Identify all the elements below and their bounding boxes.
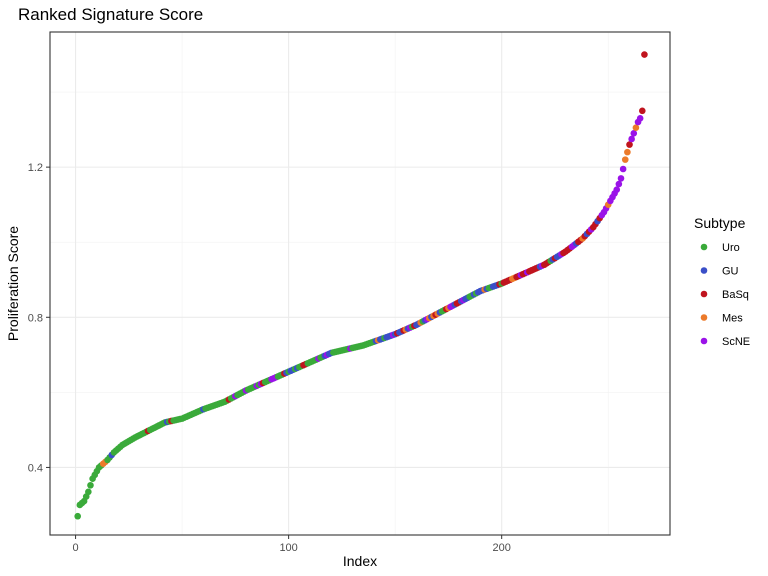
data-points [74, 51, 648, 520]
data-point-scne [619, 165, 627, 173]
x-axis-title: Index [343, 553, 377, 569]
data-point-basq [639, 107, 646, 115]
x-tick-label: 100 [279, 542, 297, 554]
y-tick-label: 0.8 [28, 312, 43, 324]
data-point-scne [613, 186, 621, 193]
y-tick-label: 0.4 [28, 462, 43, 474]
legend-label-gu: GU [722, 266, 739, 278]
panel-background [50, 32, 670, 535]
legend-title: Subtype [694, 215, 746, 231]
legend-label-basq: BaSq [722, 289, 749, 301]
x-tick-label: 0 [73, 542, 79, 554]
data-point-basq [641, 51, 648, 58]
data-point-scne [628, 135, 635, 143]
data-point-uro [74, 512, 81, 520]
x-tick-label: 200 [493, 542, 511, 554]
data-point-mes [632, 124, 640, 132]
y-tick-label: 1.2 [28, 162, 43, 174]
y-axis-title: Proliferation Score [5, 226, 21, 341]
data-point-scne [617, 175, 625, 182]
legend-label-uro: Uro [722, 242, 740, 254]
plot-area: 0 100 200 0.4 0.8 1.2 Index Proliferation Score [5, 31, 671, 569]
data-point-uro [85, 488, 92, 496]
data-point-scne [630, 130, 638, 137]
legend-key-uro [700, 243, 708, 251]
legend-label-scne: ScNE [722, 336, 750, 348]
legend: Subtype Uro GU BaSq Mes ScNE [694, 215, 750, 348]
legend-key-gu [700, 267, 708, 274]
chart-title: Ranked Signature Score [18, 5, 203, 24]
legend-label-mes: Mes [722, 313, 743, 325]
data-point-mes [624, 148, 631, 156]
legend-key-scne [700, 337, 708, 345]
legend-key-basq [700, 290, 708, 298]
data-point-scne [636, 115, 644, 122]
data-point-basq [626, 141, 633, 148]
data-point-scne [615, 180, 623, 188]
data-point-mes [621, 156, 629, 163]
panel-border [49, 31, 671, 536]
legend-key-mes [700, 314, 708, 321]
data-point-uro [87, 481, 94, 489]
